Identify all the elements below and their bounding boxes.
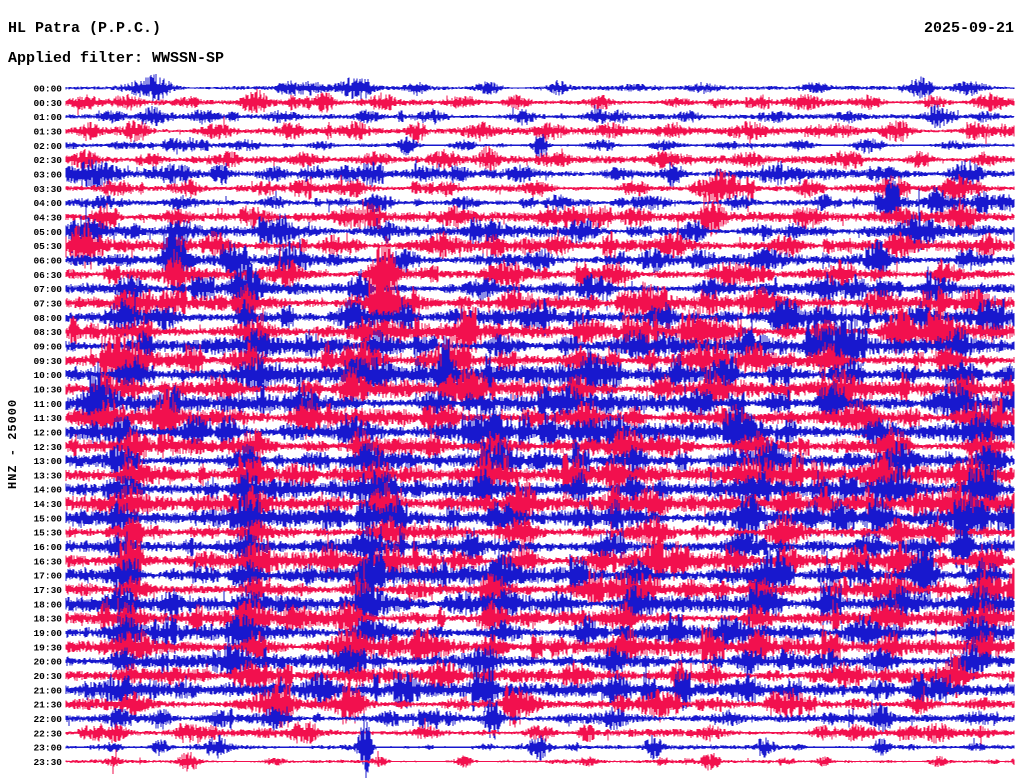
row-time-label: 06:00	[33, 256, 62, 267]
filter-label: Applied filter: WWSSN-SP	[8, 50, 225, 67]
trace-20:00	[65, 636, 1015, 697]
row-time-label: 19:30	[33, 642, 62, 653]
trace-00:30	[65, 88, 1015, 115]
trace-02:00	[65, 134, 1015, 162]
trace-01:30	[65, 116, 1015, 152]
row-time-label: 22:30	[33, 728, 62, 739]
trace-14:30	[65, 469, 1015, 541]
row-time-label: 16:00	[33, 542, 62, 553]
row-time-label: 16:30	[33, 556, 62, 567]
row-time-label: 18:30	[33, 614, 62, 625]
row-time-label: 15:00	[33, 513, 62, 524]
trace-04:30	[65, 193, 1015, 243]
row-time-label: 23:30	[33, 757, 62, 768]
trace-02:30	[65, 146, 1015, 172]
trace-19:00	[65, 612, 1015, 657]
row-time-label: 04:00	[33, 198, 62, 209]
trace-23:30	[65, 749, 1015, 774]
row-time-label: 10:00	[33, 370, 62, 381]
row-time-label: 03:30	[33, 184, 62, 195]
row-time-label: 01:00	[33, 112, 62, 123]
row-time-label: 08:30	[33, 327, 62, 338]
row-time-label: 07:30	[33, 298, 62, 309]
row-time-label: 07:00	[33, 284, 62, 295]
trace-21:30	[65, 676, 1015, 728]
row-time-label: 17:00	[33, 571, 62, 582]
row-time-label: 00:00	[33, 84, 62, 95]
trace-01:00	[65, 104, 1015, 128]
trace-07:30	[65, 260, 1015, 346]
row-time-label: 08:00	[33, 313, 62, 324]
trace-17:00	[65, 538, 1015, 610]
row-time-label: 01:30	[33, 127, 62, 138]
trace-10:30	[65, 362, 1015, 412]
trace-18:30	[65, 597, 1015, 643]
trace-11:30	[65, 383, 1015, 450]
row-time-label: 11:30	[33, 413, 62, 424]
row-time-label: 18:00	[33, 599, 62, 610]
row-time-label: 04:30	[33, 213, 62, 224]
row-time-label: 14:30	[33, 499, 62, 510]
trace-23:00	[65, 713, 1015, 778]
record-date: 2025-09-21	[923, 20, 1014, 37]
trace-04:00	[65, 180, 1015, 224]
row-time-label: 17:30	[33, 585, 62, 596]
row-time-label: 09:30	[33, 356, 62, 367]
row-time-label: 00:30	[33, 98, 62, 109]
trace-22:00	[65, 697, 1015, 740]
trace-00:00	[65, 73, 1015, 102]
row-time-label: 12:30	[33, 442, 62, 453]
trace-13:00	[65, 437, 1015, 488]
row-time-label: 09:00	[33, 341, 62, 352]
row-time-label: 02:30	[33, 155, 62, 166]
trace-12:00	[65, 400, 1015, 462]
trace-20:30	[65, 651, 1015, 698]
row-time-label: 19:00	[33, 628, 62, 639]
row-time-label: 05:00	[33, 227, 62, 238]
row-time-label: 10:30	[33, 384, 62, 395]
row-time-label: 20:30	[33, 671, 62, 682]
row-time-label: 13:30	[33, 470, 62, 481]
trace-14:00	[65, 459, 1015, 530]
station-title: HL Patra (P.P.C.)	[8, 20, 162, 37]
row-time-label: 05:30	[33, 241, 62, 252]
row-time-label: 20:00	[33, 657, 62, 668]
trace-03:00	[65, 159, 1015, 189]
trace-19:30	[65, 624, 1015, 671]
trace-10:00	[65, 335, 1015, 417]
trace-03:30	[65, 168, 1015, 213]
trace-22:30	[65, 718, 1015, 747]
row-time-label: 12:00	[33, 427, 62, 438]
row-time-label: 11:00	[33, 399, 62, 410]
row-time-label: 06:30	[33, 270, 62, 281]
row-time-label: 21:30	[33, 700, 62, 711]
row-time-label: 03:00	[33, 170, 62, 181]
row-time-label: 23:00	[33, 743, 62, 754]
row-time-label: 02:00	[33, 141, 62, 152]
trace-18:00	[65, 567, 1015, 638]
row-time-label: 21:00	[33, 685, 62, 696]
row-time-label: 14:00	[33, 485, 62, 496]
trace-17:30	[65, 562, 1015, 612]
row-time-label: 15:30	[33, 528, 62, 539]
trace-15:30	[65, 513, 1015, 562]
row-time-label: 13:00	[33, 456, 62, 467]
trace-08:30	[65, 300, 1015, 369]
row-time-label: 22:00	[33, 714, 62, 725]
